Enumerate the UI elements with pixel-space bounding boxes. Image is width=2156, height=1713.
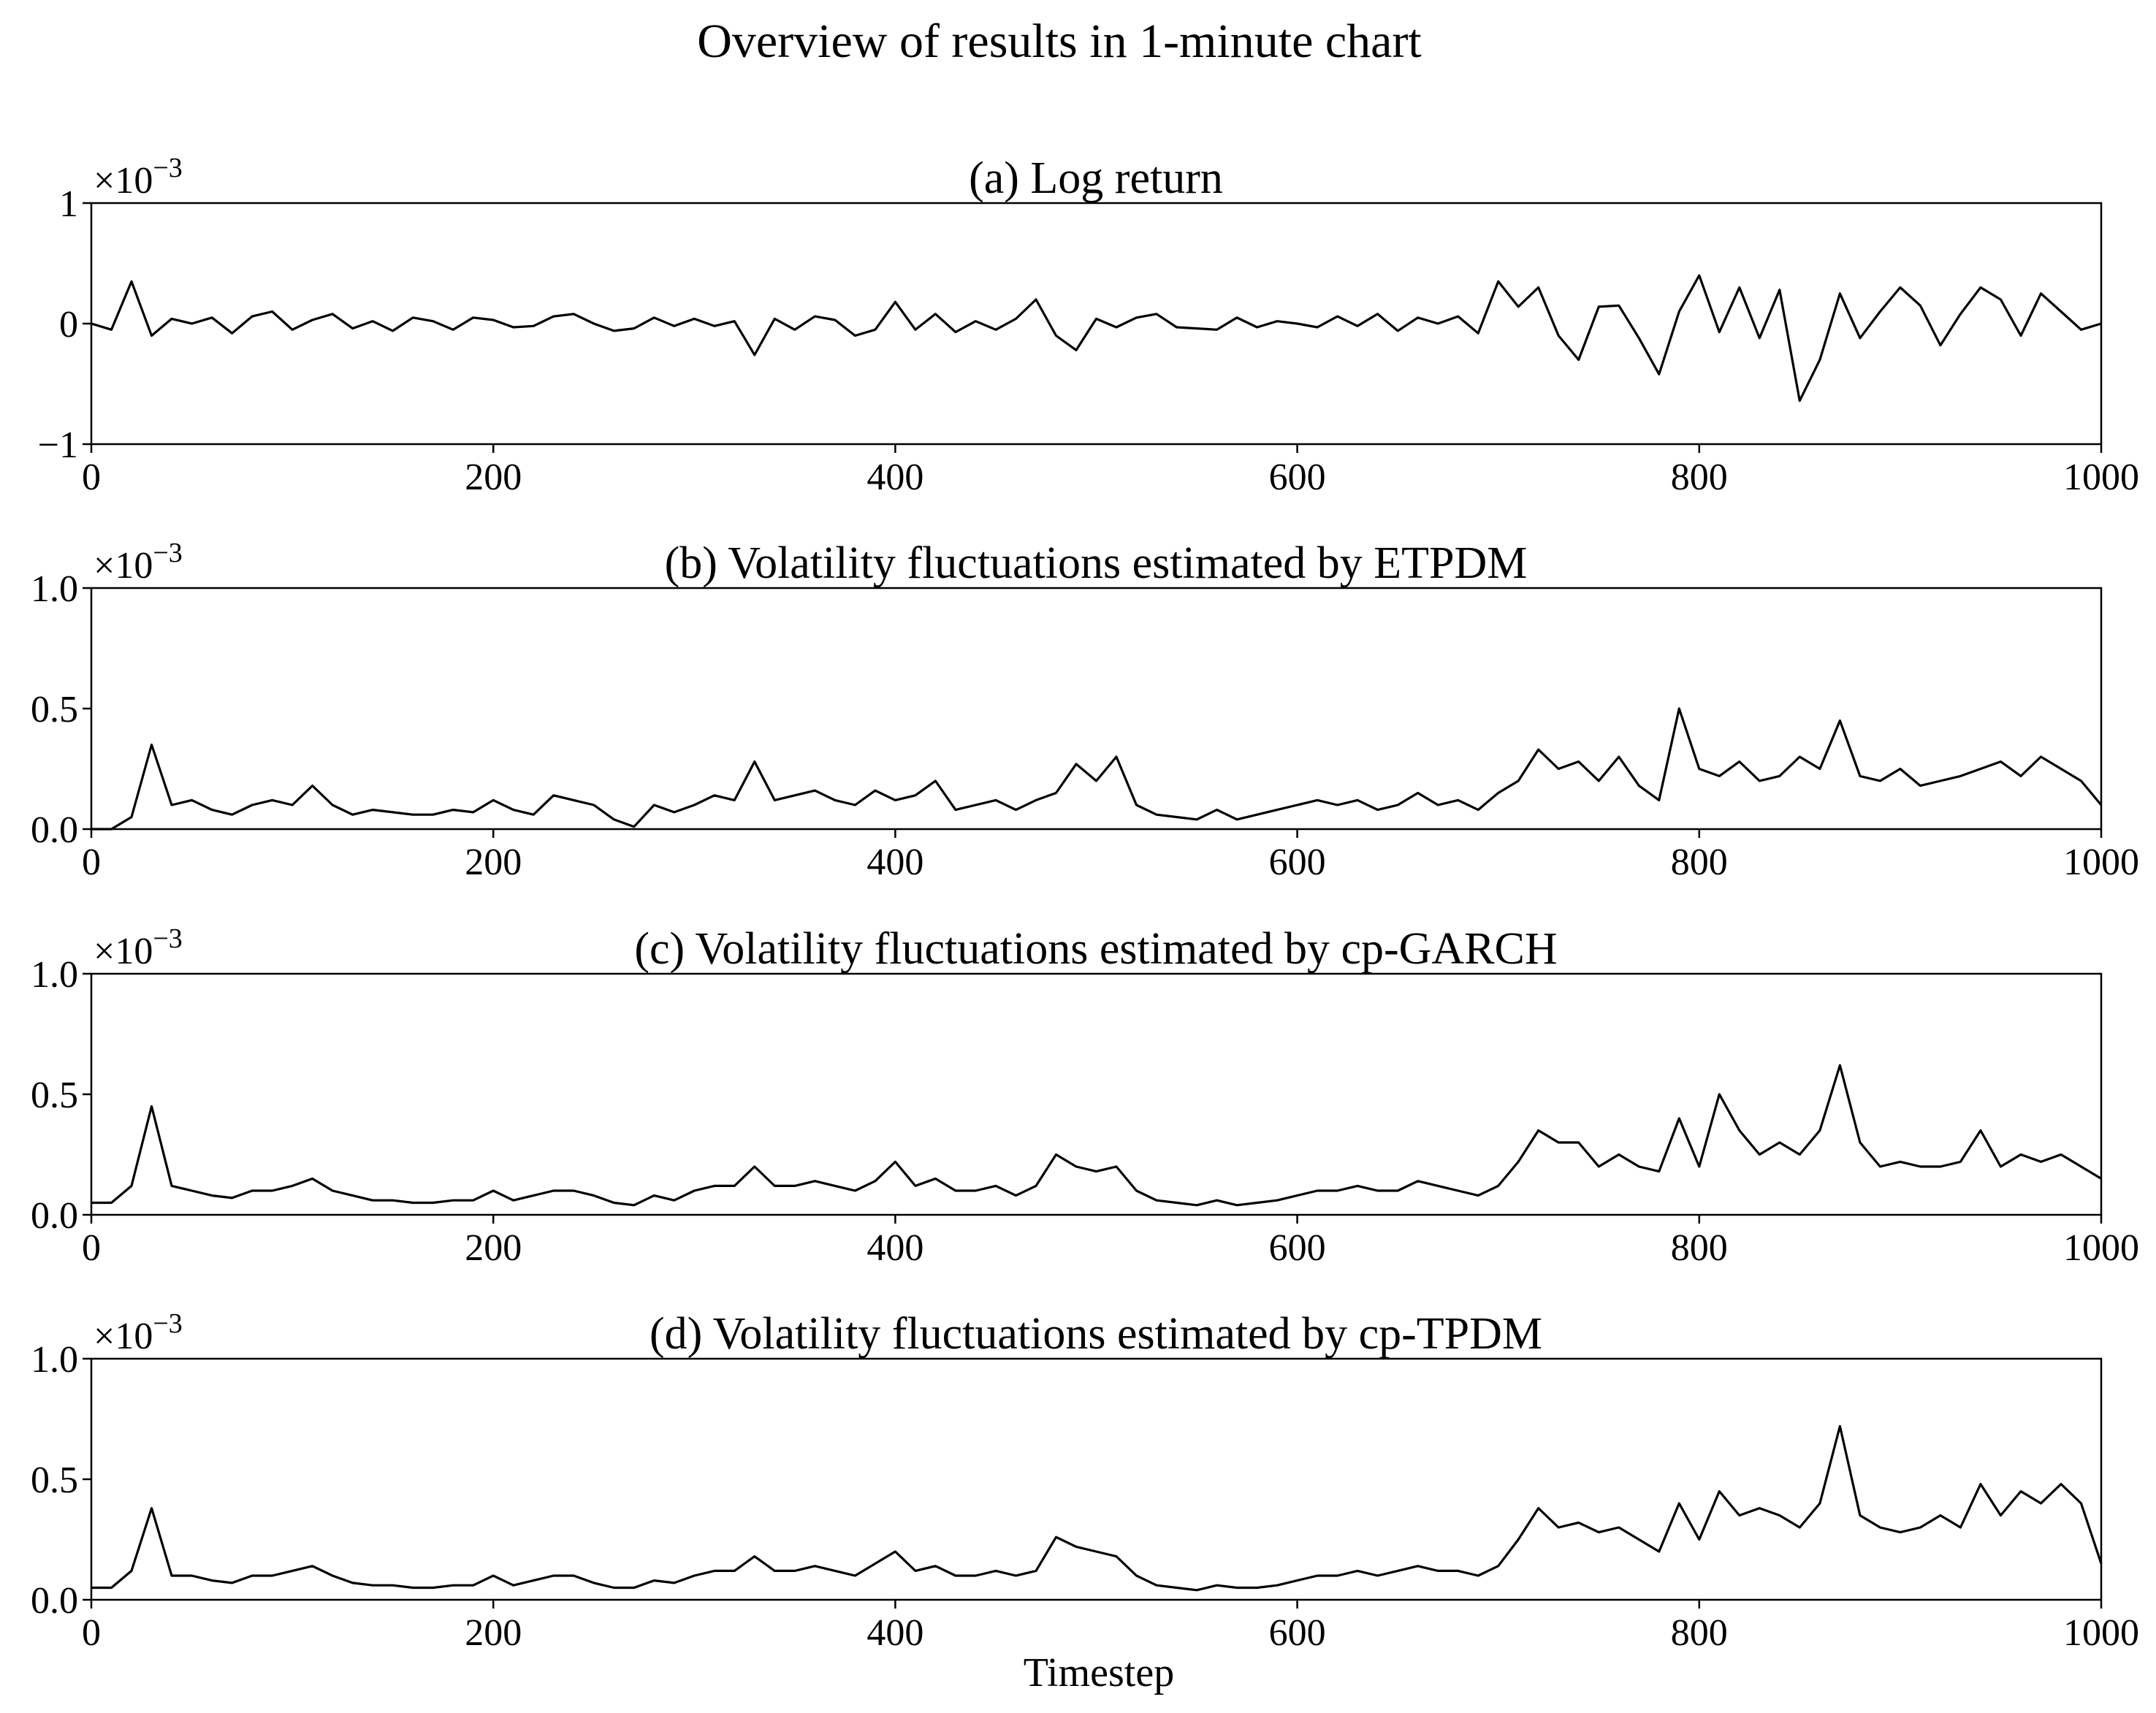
y-tick-label: 0.0 [31, 1580, 78, 1622]
y-tick-label: 1.0 [31, 954, 78, 996]
axes-frame [90, 1357, 2103, 1601]
subplot-0: (a) Log return×10−30 200 400 600 800 1000−101 [38, 153, 2139, 498]
y-tick-label: 0.0 [31, 809, 78, 851]
y-tick-label: 1.0 [31, 1339, 78, 1381]
x-tick-label: 200 [465, 457, 522, 498]
x-tick-label: 1000 [2063, 842, 2139, 883]
x-tick-label: 800 [1671, 1227, 1728, 1269]
subplot-title: (c) Volatility fluctuations estimated by… [634, 924, 1557, 974]
series-line [91, 1064, 2102, 1207]
x-tick-label: 600 [1269, 1612, 1326, 1654]
x-tick-label: 400 [866, 842, 923, 883]
y-tick-label: −1 [38, 424, 78, 466]
x-tick-label: 0 [82, 1227, 101, 1269]
x-tick-label: 200 [465, 1227, 522, 1269]
figure-title: Overview of results in 1-minute chart [697, 15, 1422, 68]
axes-frame [90, 587, 2103, 831]
x-tick-label: 400 [866, 1227, 923, 1269]
x-tick-label: 600 [1269, 457, 1326, 498]
x-tick-label: 1000 [2063, 1612, 2139, 1654]
x-tick-label: 600 [1269, 842, 1326, 883]
y-tick-label: 1 [59, 183, 78, 225]
x-tick-label: 0 [82, 1612, 101, 1654]
y-tick-label: 0 [59, 304, 78, 346]
series-line [91, 1424, 2103, 1592]
y-tick-label: 0.5 [31, 689, 78, 730]
axis-multiplier: ×10−3 [94, 538, 183, 587]
y-tick-label: 0.5 [31, 1460, 78, 1501]
axes-frame [90, 202, 2103, 446]
subplot-title: (b) Volatility fluctuations estimated by… [665, 538, 1528, 588]
x-tick-label: 0 [82, 457, 101, 498]
x-tick-label: 0 [82, 842, 101, 883]
x-tick-label: 400 [866, 457, 923, 498]
series-line [91, 274, 2102, 403]
x-tick-label: 200 [465, 842, 522, 883]
axes-frame [90, 972, 2103, 1216]
multiplier-exponent: −3 [153, 153, 182, 183]
axis-multiplier: ×10−3 [94, 1308, 183, 1357]
subplot-title: (a) Log return [969, 153, 1223, 203]
multiplier-base: ×10 [94, 545, 153, 587]
axis-multiplier: ×10−3 [94, 153, 183, 202]
x-tick-label: 800 [1671, 457, 1728, 498]
x-axis-label: Timestep [1024, 1650, 1174, 1695]
x-tick-label: 800 [1671, 842, 1728, 883]
multiplier-exponent: −3 [153, 1308, 182, 1339]
y-tick-label: 0.0 [31, 1195, 78, 1237]
multiplier-exponent: −3 [153, 538, 182, 568]
x-tick-label: 400 [866, 1612, 923, 1654]
subplot-1: (b) Volatility fluctuations estimated by… [31, 538, 2139, 883]
y-tick-label: 0.5 [31, 1075, 78, 1116]
multiplier-base: ×10 [94, 160, 153, 202]
x-tick-label: 1000 [2063, 457, 2139, 498]
x-tick-label: 800 [1671, 1612, 1728, 1654]
axis-multiplier: ×10−3 [94, 923, 183, 972]
x-tick-label: 1000 [2063, 1227, 2139, 1269]
subplot-3: (d) Volatility fluctuations estimated by… [31, 1308, 2139, 1654]
subplot-title: (d) Volatility fluctuations estimated by… [650, 1309, 1542, 1359]
series-line [91, 707, 2103, 831]
multiplier-exponent: −3 [153, 923, 182, 954]
y-tick-label: 1.0 [31, 568, 78, 610]
subplot-2: (c) Volatility fluctuations estimated by… [31, 923, 2139, 1269]
multiplier-base: ×10 [94, 1316, 153, 1357]
subplot-panels: (a) Log return×10−30 200 400 600 800 1000−101… [31, 153, 2139, 1654]
x-tick-label: 200 [465, 1612, 522, 1654]
multiplier-base: ×10 [94, 931, 153, 972]
x-tick-label: 600 [1269, 1227, 1326, 1269]
